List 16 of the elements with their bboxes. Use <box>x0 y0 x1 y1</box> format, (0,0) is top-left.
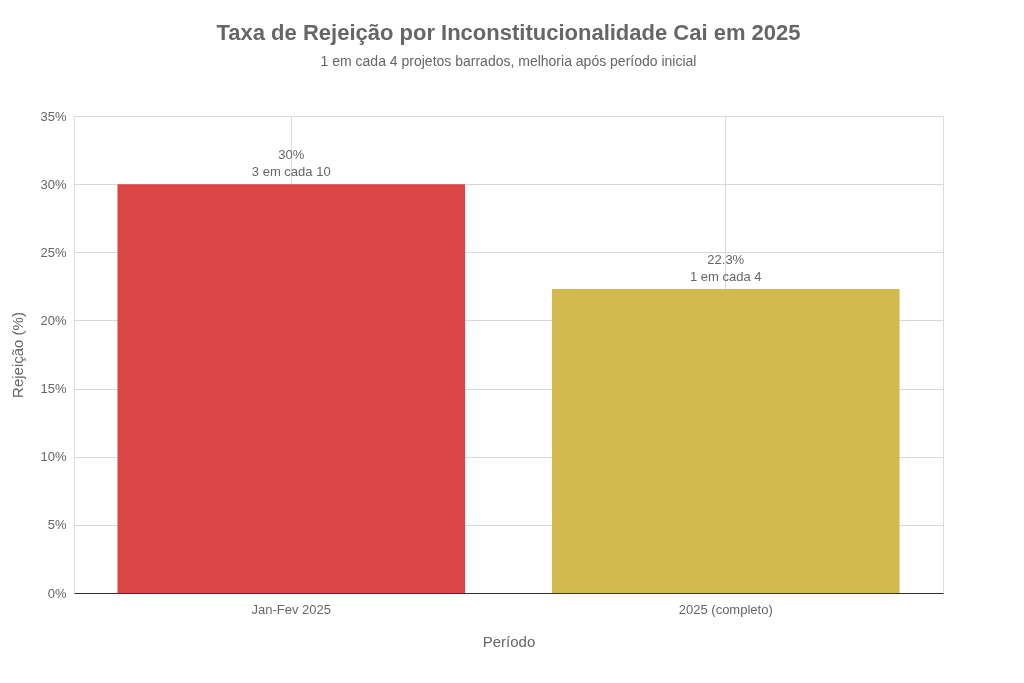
x-tick-label: 2025 (completo) <box>678 601 773 617</box>
y-tick-label: 30% <box>40 176 67 192</box>
y-tick-label: 20% <box>40 312 67 328</box>
x-tick-label: Jan-Fev 2025 <box>251 601 331 617</box>
data-label: 22.3% 1 em cada 4 <box>689 252 762 285</box>
y-tick-label: 35% <box>40 108 67 124</box>
y-axis-title: Rejeição (%) <box>9 312 27 398</box>
chart-subtitle: 1 em cada 4 projetos barrados, melhoria após período inicial <box>320 53 697 69</box>
y-tick-label: 0% <box>47 585 67 601</box>
y-tick-label: 25% <box>40 244 67 260</box>
chart-title: Taxa de Rejeição por Inconstitucionalidade Cai em 2025 <box>216 20 801 45</box>
y-tick-label: 15% <box>40 381 67 397</box>
y-tick-label: 5% <box>47 517 67 533</box>
y-tick-label: 10% <box>40 449 67 465</box>
data-label: 30% 3 em cada 10 <box>251 147 331 180</box>
x-axis-title: Período <box>482 632 536 650</box>
